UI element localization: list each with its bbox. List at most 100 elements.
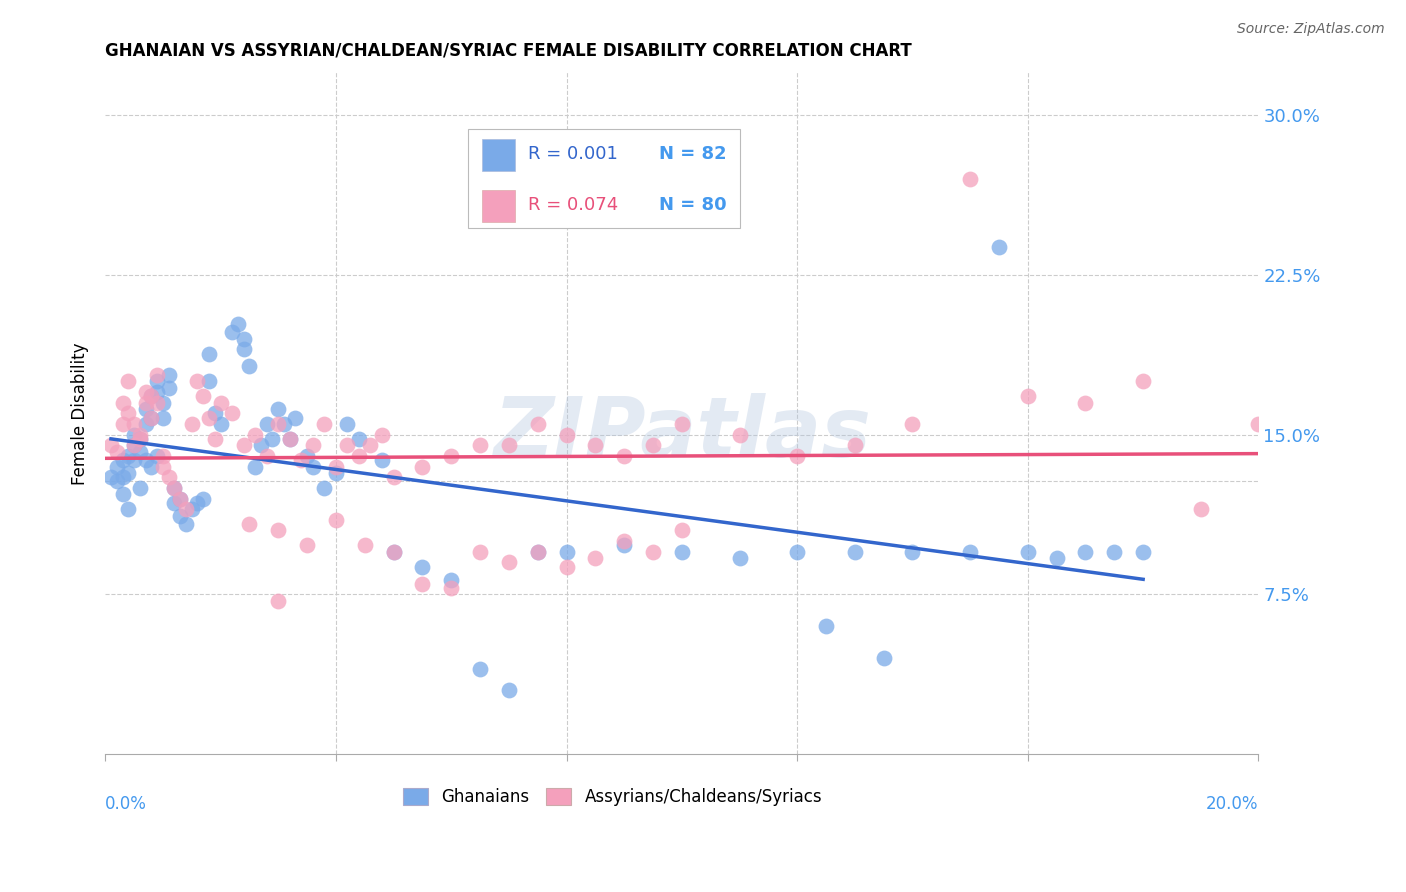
Point bbox=[1104, 545, 1126, 559]
Point bbox=[105, 444, 128, 458]
Point bbox=[641, 545, 664, 559]
Point bbox=[278, 432, 301, 446]
Point bbox=[117, 466, 139, 480]
Text: R = 0.074: R = 0.074 bbox=[529, 196, 619, 214]
Point bbox=[411, 459, 433, 474]
Point bbox=[238, 359, 260, 374]
Point bbox=[122, 438, 145, 452]
Point bbox=[555, 559, 578, 574]
Point bbox=[111, 470, 134, 484]
Text: N = 82: N = 82 bbox=[659, 145, 727, 163]
Point bbox=[284, 410, 307, 425]
Point bbox=[440, 581, 463, 595]
Point bbox=[128, 444, 150, 458]
Point bbox=[169, 491, 191, 506]
Point bbox=[128, 432, 150, 446]
Point bbox=[232, 343, 254, 357]
Point bbox=[221, 326, 243, 340]
Point bbox=[1132, 545, 1154, 559]
Point bbox=[105, 475, 128, 489]
Point bbox=[555, 545, 578, 559]
Point bbox=[238, 517, 260, 532]
Point bbox=[1132, 375, 1154, 389]
Point bbox=[613, 534, 636, 549]
Point bbox=[232, 332, 254, 346]
Point bbox=[157, 470, 180, 484]
Point bbox=[1074, 545, 1097, 559]
Point bbox=[146, 368, 169, 382]
Point bbox=[256, 449, 278, 463]
Point bbox=[1017, 545, 1039, 559]
Point bbox=[141, 410, 163, 425]
Point bbox=[371, 427, 394, 442]
Point bbox=[336, 438, 359, 452]
Point bbox=[100, 438, 122, 452]
Point bbox=[117, 449, 139, 463]
Point bbox=[250, 438, 273, 452]
Point bbox=[1189, 502, 1212, 516]
Point bbox=[169, 491, 191, 506]
FancyBboxPatch shape bbox=[482, 190, 515, 222]
Point bbox=[786, 449, 808, 463]
Point bbox=[146, 375, 169, 389]
Point bbox=[301, 459, 323, 474]
Point bbox=[267, 524, 290, 538]
Point bbox=[135, 453, 157, 467]
Point bbox=[180, 417, 202, 431]
Point bbox=[382, 545, 405, 559]
Point bbox=[498, 683, 520, 698]
Point bbox=[290, 453, 312, 467]
Point bbox=[209, 395, 232, 409]
Point bbox=[613, 449, 636, 463]
Point bbox=[117, 406, 139, 420]
Point bbox=[728, 551, 751, 566]
Point bbox=[174, 502, 197, 516]
Point bbox=[198, 375, 221, 389]
Point bbox=[371, 453, 394, 467]
Point bbox=[163, 481, 186, 495]
Point bbox=[209, 417, 232, 431]
Point bbox=[844, 438, 866, 452]
Text: 20.0%: 20.0% bbox=[1206, 795, 1258, 814]
Point bbox=[111, 417, 134, 431]
Point bbox=[267, 417, 290, 431]
Point bbox=[267, 594, 290, 608]
Point bbox=[1247, 417, 1270, 431]
Point bbox=[256, 417, 278, 431]
Point bbox=[314, 417, 336, 431]
Point bbox=[157, 381, 180, 395]
Point bbox=[468, 545, 491, 559]
Point bbox=[267, 402, 290, 417]
Text: N = 80: N = 80 bbox=[659, 196, 727, 214]
Point bbox=[814, 619, 837, 633]
Point bbox=[353, 538, 375, 552]
Point bbox=[382, 470, 405, 484]
Point bbox=[468, 438, 491, 452]
Point bbox=[988, 240, 1011, 254]
Y-axis label: Female Disability: Female Disability bbox=[72, 342, 89, 484]
Point bbox=[382, 545, 405, 559]
Point bbox=[295, 538, 318, 552]
Point bbox=[325, 513, 347, 527]
Point bbox=[411, 559, 433, 574]
Point bbox=[314, 481, 336, 495]
Point bbox=[180, 502, 202, 516]
Text: GHANAIAN VS ASSYRIAN/CHALDEAN/SYRIAC FEMALE DISABILITY CORRELATION CHART: GHANAIAN VS ASSYRIAN/CHALDEAN/SYRIAC FEM… bbox=[105, 42, 912, 60]
Point bbox=[325, 466, 347, 480]
Point bbox=[135, 395, 157, 409]
Point bbox=[786, 545, 808, 559]
Point bbox=[613, 538, 636, 552]
Point bbox=[193, 491, 215, 506]
Point bbox=[105, 459, 128, 474]
Text: Source: ZipAtlas.com: Source: ZipAtlas.com bbox=[1237, 22, 1385, 37]
Text: R = 0.001: R = 0.001 bbox=[529, 145, 619, 163]
Point bbox=[872, 651, 894, 665]
Point bbox=[163, 496, 186, 510]
Point bbox=[262, 432, 284, 446]
Point bbox=[152, 395, 174, 409]
Point bbox=[901, 545, 924, 559]
Point bbox=[152, 459, 174, 474]
Point bbox=[325, 459, 347, 474]
Point bbox=[243, 459, 266, 474]
Point bbox=[135, 417, 157, 431]
